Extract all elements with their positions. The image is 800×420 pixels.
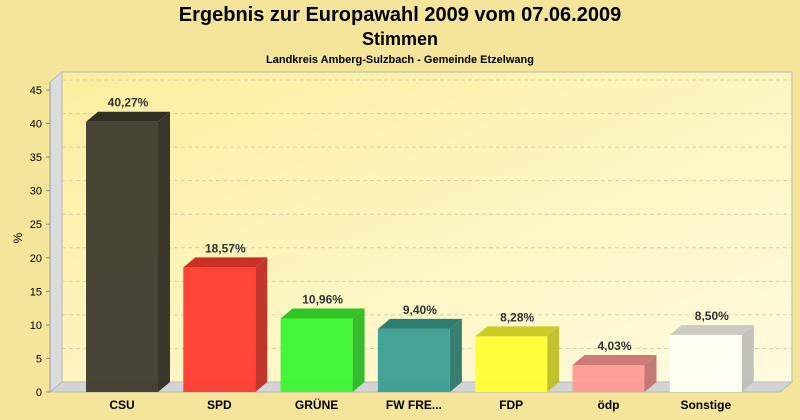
y-tick-label: 10	[30, 320, 42, 332]
x-tick-label: SPD	[207, 398, 232, 412]
bar-top	[669, 324, 754, 335]
y-axis-label: %	[11, 232, 25, 243]
bar-side	[158, 111, 170, 392]
bar-top	[280, 308, 365, 319]
bar	[183, 267, 256, 392]
y-tick-label: 45	[30, 85, 42, 97]
bar-value-label: 18,57%	[205, 241, 246, 255]
bar	[377, 328, 450, 392]
bar-top	[572, 354, 657, 365]
plot-side-wall	[49, 70, 63, 394]
y-tick-label: 35	[30, 152, 42, 164]
y-tick-label: 5	[36, 353, 42, 365]
bar-side	[547, 326, 560, 392]
x-tick-label: CSU	[109, 398, 134, 412]
bar-top	[377, 318, 462, 329]
bar-top	[183, 257, 268, 268]
bar-value-label: 8,50%	[695, 309, 729, 323]
chart-region: Landkreis Amberg-Sulzbach - Gemeinde Etz…	[266, 54, 534, 66]
y-tick-label: 0	[36, 387, 42, 399]
bar-side	[352, 308, 365, 392]
bar	[280, 318, 353, 392]
bar-value-label: 4,03%	[597, 339, 631, 353]
bar	[572, 364, 645, 392]
bar-value-label: 8,28%	[500, 310, 534, 324]
chart-title: Ergebnis zur Europawahl 2009 vom 07.06.2…	[178, 4, 622, 26]
bar-value-label: 9,40%	[403, 303, 437, 317]
bar-side	[644, 354, 657, 392]
bar-side	[741, 324, 754, 392]
y-tick-label: 30	[30, 186, 42, 198]
y-tick-label: 25	[30, 219, 42, 231]
bar-side	[449, 318, 462, 392]
bar-top	[475, 326, 560, 337]
bar-side	[255, 257, 268, 392]
y-tick-label: 20	[30, 253, 42, 265]
bar	[669, 334, 742, 392]
bar	[86, 121, 158, 392]
x-tick-label: Sonstige	[680, 398, 731, 412]
bar	[475, 336, 548, 392]
bar-value-label: 40,27%	[108, 96, 149, 110]
bar-top	[86, 111, 170, 122]
y-tick-label: 40	[30, 119, 42, 131]
x-tick-label: GRÜNE	[295, 397, 338, 412]
x-tick-label: ödp	[598, 398, 620, 412]
x-tick-label: FW FRE...	[386, 398, 442, 412]
y-tick-label: 15	[30, 286, 42, 298]
bar-value-label: 10,96%	[302, 292, 343, 306]
x-tick-label: FDP	[499, 398, 523, 412]
chart-subtitle: Stimmen	[361, 29, 439, 49]
